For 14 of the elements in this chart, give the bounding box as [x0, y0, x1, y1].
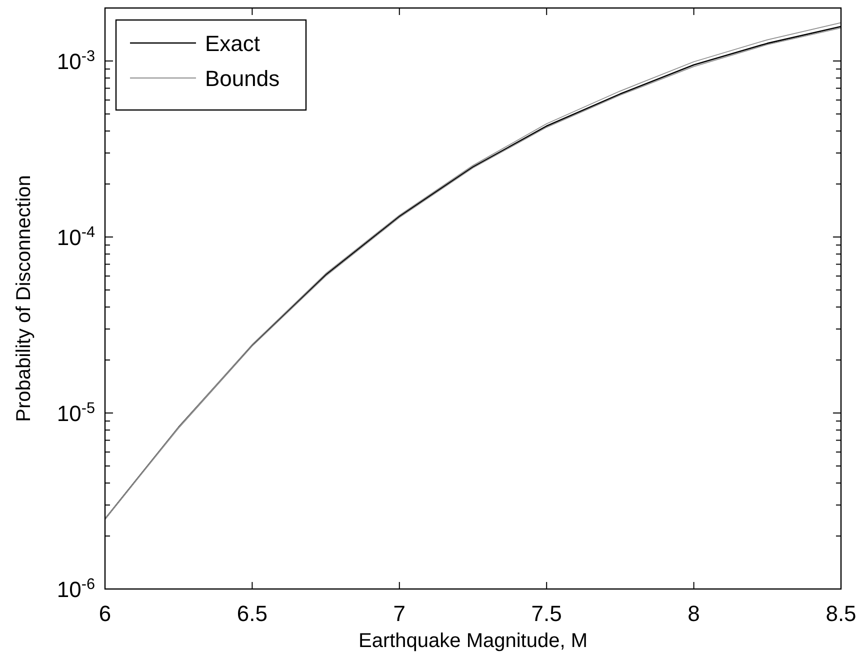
x-tick-label: 8 [688, 601, 700, 626]
y-tick-label: 10$^{-3}$ [56, 47, 95, 74]
legend-label: Bounds [205, 66, 280, 91]
x-tick-label: 8.5 [826, 601, 856, 626]
y-tick-label: 10$^{-6}$ [56, 576, 95, 602]
legend-label: Exact [205, 31, 260, 56]
x-axis-title: Earthquake Magnitude, M [358, 630, 588, 652]
x-tick-label: 6.5 [236, 601, 268, 626]
y-tick-label: 10$^{-4}$ [56, 223, 96, 250]
x-tick-label: 6 [98, 601, 112, 626]
y-tick-label: 10$^{-5}$ [56, 399, 95, 426]
x-tick-label: 7.5 [531, 601, 562, 626]
y-axis-title: Probability of Disconnection [13, 175, 35, 422]
x-tick-label: 7 [393, 601, 406, 626]
